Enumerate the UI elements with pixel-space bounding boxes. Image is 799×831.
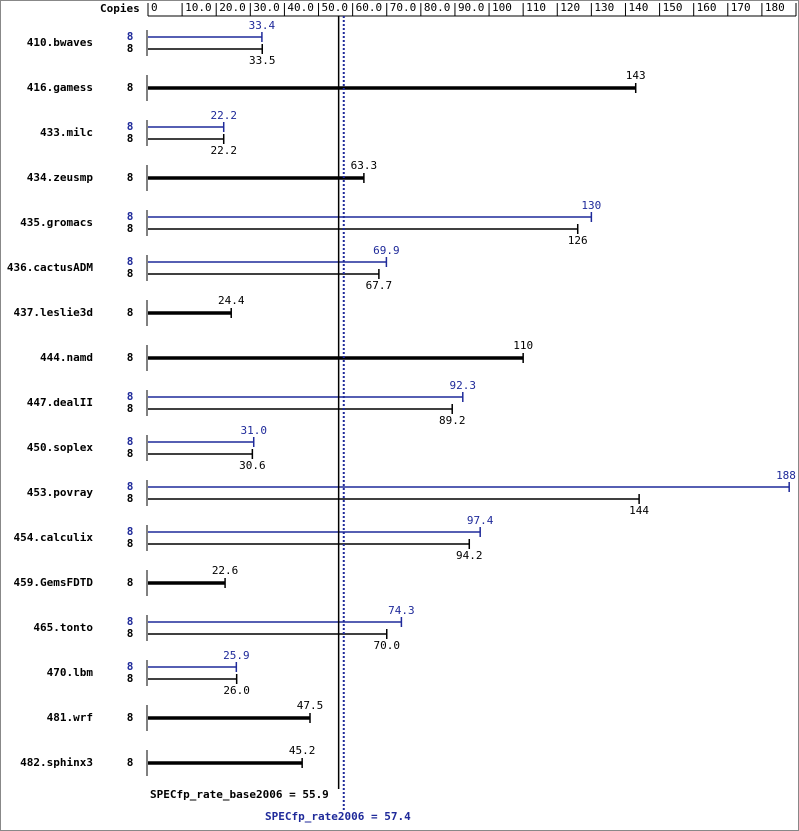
value-label: 144 bbox=[629, 504, 649, 517]
benchmark-label: 437.leslie3d bbox=[14, 306, 93, 319]
value-label: 25.9 bbox=[223, 649, 250, 662]
x-tick-label: 100 bbox=[492, 1, 512, 14]
value-label: 126 bbox=[568, 234, 588, 247]
benchmark-label: 410.bwaves bbox=[27, 36, 93, 49]
x-tick-label: 70.0 bbox=[390, 1, 417, 14]
copies-label: 8 bbox=[127, 402, 134, 415]
copies-label: 8 bbox=[127, 222, 134, 235]
reference-label: SPECfp_rate_base2006 = 55.9 bbox=[150, 788, 329, 801]
copies-label: 8 bbox=[127, 306, 134, 319]
value-label: 33.4 bbox=[249, 19, 276, 32]
benchmark-label: 453.povray bbox=[27, 486, 94, 499]
x-tick-label: 160 bbox=[697, 1, 717, 14]
benchmark-label: 444.namd bbox=[40, 351, 93, 364]
benchmark-label: 416.gamess bbox=[27, 81, 93, 94]
copies-label: 8 bbox=[127, 210, 134, 223]
copies-label: 8 bbox=[127, 711, 134, 724]
benchmark-label: 433.milc bbox=[40, 126, 93, 139]
x-tick-label: 90.0 bbox=[458, 1, 485, 14]
copies-header: Copies bbox=[100, 2, 140, 15]
value-label: 63.3 bbox=[351, 159, 378, 172]
x-tick-label: 40.0 bbox=[287, 1, 314, 14]
x-tick-label: 30.0 bbox=[253, 1, 280, 14]
copies-label: 8 bbox=[127, 390, 134, 403]
benchmark-label: 459.GemsFDTD bbox=[14, 576, 94, 589]
x-tick-label: 110 bbox=[526, 1, 546, 14]
x-tick-label: 120 bbox=[560, 1, 580, 14]
value-label: 26.0 bbox=[223, 684, 250, 697]
copies-label: 8 bbox=[127, 447, 134, 460]
copies-label: 8 bbox=[127, 351, 134, 364]
x-tick-label: 50.0 bbox=[322, 1, 349, 14]
x-tick-label: 130 bbox=[594, 1, 614, 14]
value-label: 188 bbox=[776, 469, 796, 482]
value-label: 92.3 bbox=[450, 379, 477, 392]
x-tick-label: 170 bbox=[731, 1, 751, 14]
value-label: 89.2 bbox=[439, 414, 466, 427]
value-label: 67.7 bbox=[366, 279, 393, 292]
value-label: 47.5 bbox=[297, 699, 324, 712]
copies-label: 8 bbox=[127, 267, 134, 280]
x-tick-label: 10.0 bbox=[185, 1, 212, 14]
value-label: 22.6 bbox=[212, 564, 239, 577]
reference-label: SPECfp_rate2006 = 57.4 bbox=[265, 810, 411, 823]
value-label: 22.2 bbox=[210, 109, 237, 122]
benchmark-label: 450.soplex bbox=[27, 441, 94, 454]
copies-label: 8 bbox=[127, 492, 134, 505]
x-tick-label: 80.0 bbox=[424, 1, 451, 14]
x-tick-label: 0 bbox=[151, 1, 158, 14]
copies-label: 8 bbox=[127, 255, 134, 268]
copies-label: 8 bbox=[127, 525, 134, 538]
copies-label: 8 bbox=[127, 756, 134, 769]
copies-label: 8 bbox=[127, 435, 134, 448]
x-tick-label: 180 bbox=[765, 1, 785, 14]
value-label: 97.4 bbox=[467, 514, 494, 527]
copies-label: 8 bbox=[127, 42, 134, 55]
value-label: 110 bbox=[513, 339, 533, 352]
benchmark-label: 434.zeusmp bbox=[27, 171, 94, 184]
value-label: 130 bbox=[581, 199, 601, 212]
copies-label: 8 bbox=[127, 615, 134, 628]
x-tick-label: 150 bbox=[663, 1, 683, 14]
value-label: 31.0 bbox=[240, 424, 267, 437]
value-label: 22.2 bbox=[210, 144, 237, 157]
benchmark-label: 435.gromacs bbox=[20, 216, 93, 229]
copies-label: 8 bbox=[127, 480, 134, 493]
benchmark-label: 470.lbm bbox=[47, 666, 94, 679]
value-label: 33.5 bbox=[249, 54, 276, 67]
copies-label: 8 bbox=[127, 660, 134, 673]
copies-label: 8 bbox=[127, 30, 134, 43]
benchmark-label: 465.tonto bbox=[33, 621, 93, 634]
value-label: 94.2 bbox=[456, 549, 483, 562]
benchmark-label: 482.sphinx3 bbox=[20, 756, 93, 769]
benchmark-label: 447.dealII bbox=[27, 396, 93, 409]
x-tick-label: 60.0 bbox=[356, 1, 383, 14]
copies-label: 8 bbox=[127, 627, 134, 640]
copies-label: 8 bbox=[127, 672, 134, 685]
copies-label: 8 bbox=[127, 81, 134, 94]
copies-label: 8 bbox=[127, 120, 134, 133]
copies-label: 8 bbox=[127, 171, 134, 184]
value-label: 143 bbox=[626, 69, 646, 82]
value-label: 24.4 bbox=[218, 294, 245, 307]
benchmark-label: 481.wrf bbox=[47, 711, 93, 724]
benchmark-label: 436.cactusADM bbox=[7, 261, 93, 274]
value-label: 70.0 bbox=[373, 639, 400, 652]
value-label: 69.9 bbox=[373, 244, 400, 257]
copies-label: 8 bbox=[127, 576, 134, 589]
x-tick-label: 20.0 bbox=[219, 1, 246, 14]
copies-label: 8 bbox=[127, 132, 134, 145]
value-label: 45.2 bbox=[289, 744, 316, 757]
value-label: 30.6 bbox=[239, 459, 266, 472]
value-label: 74.3 bbox=[388, 604, 415, 617]
benchmark-label: 454.calculix bbox=[14, 531, 94, 544]
x-tick-label: 140 bbox=[628, 1, 648, 14]
copies-label: 8 bbox=[127, 537, 134, 550]
